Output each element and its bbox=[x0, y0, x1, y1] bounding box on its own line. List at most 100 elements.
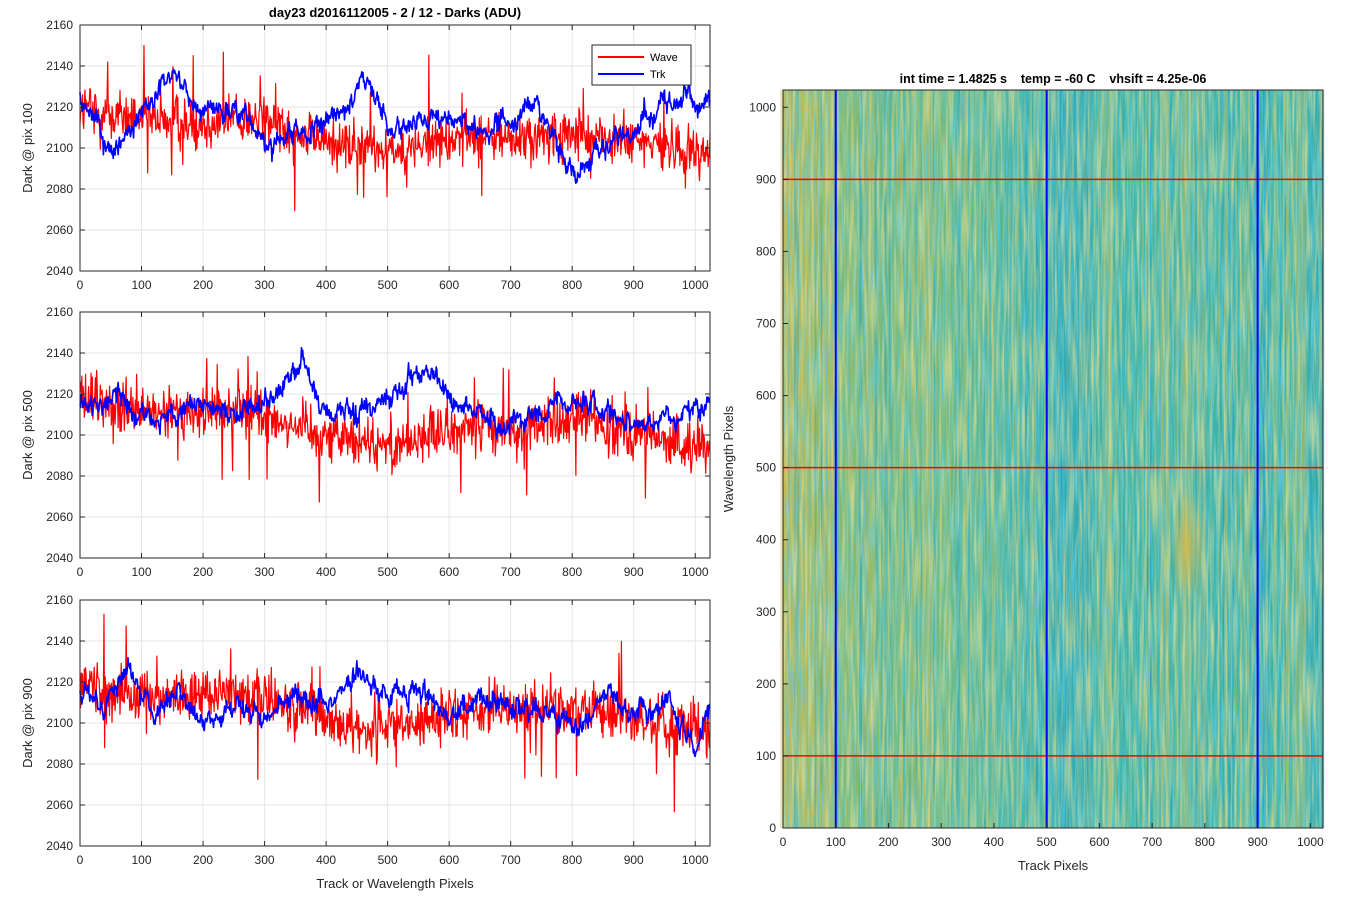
x-tick-label: 700 bbox=[501, 565, 521, 579]
x-tick-label: 600 bbox=[439, 565, 459, 579]
y-tick-label: 2040 bbox=[46, 839, 73, 853]
heatmap-hot-spot bbox=[1169, 490, 1205, 600]
x-tick-label: 400 bbox=[316, 853, 336, 867]
y-tick-label: 2120 bbox=[46, 387, 73, 401]
x-tick-label: 600 bbox=[439, 853, 459, 867]
x-tick-label: 100 bbox=[826, 835, 846, 849]
panel3-ylabel: Dark @ pix 900 bbox=[20, 678, 35, 768]
x-tick-label: 300 bbox=[931, 835, 951, 849]
series-line-trk bbox=[79, 68, 711, 185]
y-tick-label: 2160 bbox=[46, 18, 73, 32]
heatmap-noise-warm bbox=[783, 90, 1323, 828]
y-tick-label: 200 bbox=[756, 677, 776, 691]
x-tick-label: 500 bbox=[378, 853, 398, 867]
x-tick-label: 600 bbox=[439, 278, 459, 292]
line-panel-pix500: 0 100 200 300 400 500 600 700 800 900 1000 2040 2060… bbox=[20, 305, 711, 579]
y-tick-label: 300 bbox=[756, 605, 776, 619]
panel1-ylabel: Dark @ pix 100 bbox=[20, 103, 35, 193]
y-tick-label: 2140 bbox=[46, 346, 73, 360]
x-tick-label: 100 bbox=[132, 853, 152, 867]
x-tick-label: 200 bbox=[878, 835, 898, 849]
y-tick-label: 2080 bbox=[46, 182, 73, 196]
y-tick-label: 2140 bbox=[46, 634, 73, 648]
series-line-wave bbox=[79, 44, 711, 212]
x-tick-label: 1000 bbox=[1297, 835, 1324, 849]
x-tick-label: 400 bbox=[984, 835, 1004, 849]
panel3-ticks: 0 100 200 300 400 500 600 700 800 900 1000 2040 2060… bbox=[46, 593, 710, 867]
x-tick-label: 1000 bbox=[682, 565, 709, 579]
y-tick-label: 2060 bbox=[46, 223, 73, 237]
x-tick-label: 800 bbox=[562, 565, 582, 579]
line-panel-pix900: 0 100 200 300 400 500 600 700 800 900 1000 2040 2060… bbox=[20, 593, 711, 891]
y-tick-label: 2040 bbox=[46, 551, 73, 565]
panel1-ticks: 0 100 200 300 400 500 600 700 800 900 1000 2040 2060… bbox=[46, 18, 710, 292]
x-tick-label: 500 bbox=[1037, 835, 1057, 849]
x-tick-label: 500 bbox=[378, 278, 398, 292]
legend-box bbox=[591, 44, 692, 86]
y-tick-label: 2160 bbox=[46, 305, 73, 319]
x-tick-label: 200 bbox=[193, 278, 213, 292]
y-tick-label: 2140 bbox=[46, 59, 73, 73]
legend-trk-label: Trk bbox=[650, 69, 666, 81]
heatmap-ylabel: Wavelength Pixels bbox=[721, 405, 736, 512]
panel3-series-wave bbox=[79, 613, 711, 813]
y-tick-label: 900 bbox=[756, 172, 776, 186]
heatmap-axes-box bbox=[782, 89, 1324, 829]
y-tick-label: 0 bbox=[769, 821, 776, 835]
y-tick-label: 1000 bbox=[749, 100, 776, 114]
x-tick-label: 200 bbox=[193, 565, 213, 579]
y-tick-label: 100 bbox=[756, 749, 776, 763]
x-tick-label: 300 bbox=[255, 278, 275, 292]
y-tick-label: 2080 bbox=[46, 469, 73, 483]
x-tick-label: 500 bbox=[378, 565, 398, 579]
x-tick-label: 800 bbox=[1195, 835, 1215, 849]
legend-wave-label: Wave bbox=[650, 52, 678, 64]
panel3-series-trk bbox=[79, 656, 711, 758]
y-tick-label: 2080 bbox=[46, 757, 73, 771]
y-tick-label: 2120 bbox=[46, 675, 73, 689]
x-tick-label: 600 bbox=[1089, 835, 1109, 849]
heatmap-xlabel: Track Pixels bbox=[1018, 858, 1089, 873]
y-tick-label: 2100 bbox=[46, 141, 73, 155]
heatmap-markers bbox=[783, 90, 1323, 828]
x-tick-label: 700 bbox=[1142, 835, 1162, 849]
series-line-wave bbox=[79, 355, 711, 503]
x-tick-label: 700 bbox=[501, 853, 521, 867]
x-tick-label: 400 bbox=[316, 565, 336, 579]
x-tick-label: 900 bbox=[624, 853, 644, 867]
y-tick-label: 2040 bbox=[46, 264, 73, 278]
x-tick-label: 0 bbox=[77, 853, 84, 867]
x-tick-label: 300 bbox=[255, 565, 275, 579]
panel1-series-wave bbox=[79, 44, 711, 212]
y-tick-label: 2100 bbox=[46, 428, 73, 442]
panel3-xlabel: Track or Wavelength Pixels bbox=[316, 876, 474, 891]
y-tick-label: 2120 bbox=[46, 100, 73, 114]
x-tick-label: 700 bbox=[501, 278, 521, 292]
x-tick-label: 900 bbox=[1248, 835, 1268, 849]
panel2-series-wave bbox=[79, 355, 711, 503]
x-tick-label: 200 bbox=[193, 853, 213, 867]
series-line-wave bbox=[79, 613, 711, 813]
x-tick-label: 300 bbox=[255, 853, 275, 867]
heatmap-ticks: 0 100 200 300 400 500 600 700 800 900 1000 0 100 200 3… bbox=[749, 100, 1324, 849]
y-tick-label: 2060 bbox=[46, 510, 73, 524]
y-tick-label: 2160 bbox=[46, 593, 73, 607]
panel1-legend: Wave Trk bbox=[591, 44, 692, 86]
panel2-ticks: 0 100 200 300 400 500 600 700 800 900 1000 2040 2060… bbox=[46, 305, 710, 579]
series-line-trk bbox=[79, 656, 711, 758]
x-tick-label: 900 bbox=[624, 565, 644, 579]
y-tick-label: 700 bbox=[756, 317, 776, 331]
y-tick-label: 600 bbox=[756, 389, 776, 403]
x-tick-label: 400 bbox=[316, 278, 336, 292]
x-tick-label: 800 bbox=[562, 278, 582, 292]
heatmap-panel: 0 100 200 300 400 500 600 700 800 900 1000 0 100 200 3… bbox=[721, 72, 1325, 873]
x-tick-label: 0 bbox=[77, 278, 84, 292]
x-tick-label: 100 bbox=[132, 565, 152, 579]
x-tick-label: 1000 bbox=[682, 853, 709, 867]
figure-suptitle: day23 d2016112005 - 2 / 12 - Darks (ADU) bbox=[269, 5, 521, 20]
panel2-series-trk bbox=[79, 346, 711, 440]
x-tick-label: 900 bbox=[624, 278, 644, 292]
x-tick-label: 1000 bbox=[682, 278, 709, 292]
panel1-series-trk bbox=[79, 68, 711, 185]
